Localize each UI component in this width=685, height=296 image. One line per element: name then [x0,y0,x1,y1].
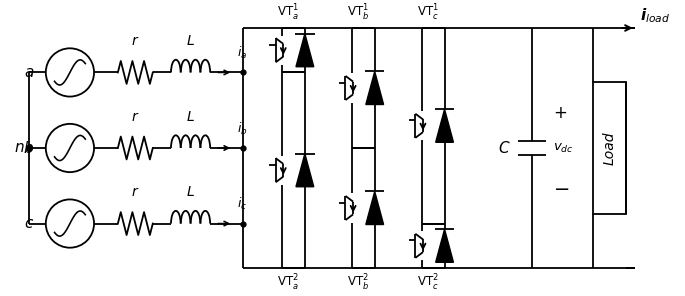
Polygon shape [366,192,384,224]
Text: $L$: $L$ [186,110,195,124]
Text: $i_b$: $i_b$ [237,120,247,136]
Text: $-$: $-$ [553,178,569,197]
Polygon shape [366,72,384,104]
Polygon shape [296,34,314,67]
Text: $C$: $C$ [498,140,510,156]
Text: $\mathrm{VT}^2_a$: $\mathrm{VT}^2_a$ [277,273,299,293]
Text: $i_a$: $i_a$ [237,45,247,61]
Text: $\mathrm{VT}^1_b$: $\mathrm{VT}^1_b$ [347,3,369,23]
Polygon shape [296,154,314,187]
Text: $\boldsymbol{i}_{load}$: $\boldsymbol{i}_{load}$ [640,6,671,25]
Text: $\mathrm{VT}^2_c$: $\mathrm{VT}^2_c$ [416,273,438,293]
Text: $r$: $r$ [131,185,140,200]
Text: $L$: $L$ [186,185,195,200]
Text: $i_c$: $i_c$ [237,196,247,212]
Text: $r$: $r$ [131,34,140,48]
Text: $r$: $r$ [131,110,140,124]
Text: $n$: $n$ [14,141,24,155]
Text: $+$: $+$ [553,104,566,122]
Text: $a$: $a$ [24,65,34,80]
Text: $\mathrm{VT}^1_c$: $\mathrm{VT}^1_c$ [416,3,438,23]
Polygon shape [436,109,453,142]
Text: $L$: $L$ [186,34,195,48]
Text: $v_{dc}$: $v_{dc}$ [553,141,573,155]
Text: $c$: $c$ [24,216,34,231]
Polygon shape [436,229,453,262]
Text: $b$: $b$ [23,140,34,156]
Text: $\mathrm{VT}^1_a$: $\mathrm{VT}^1_a$ [277,3,299,23]
Text: $\mathrm{VT}^2_b$: $\mathrm{VT}^2_b$ [347,273,369,293]
Bar [593,82,626,214]
Text: Load: Load [602,131,616,165]
